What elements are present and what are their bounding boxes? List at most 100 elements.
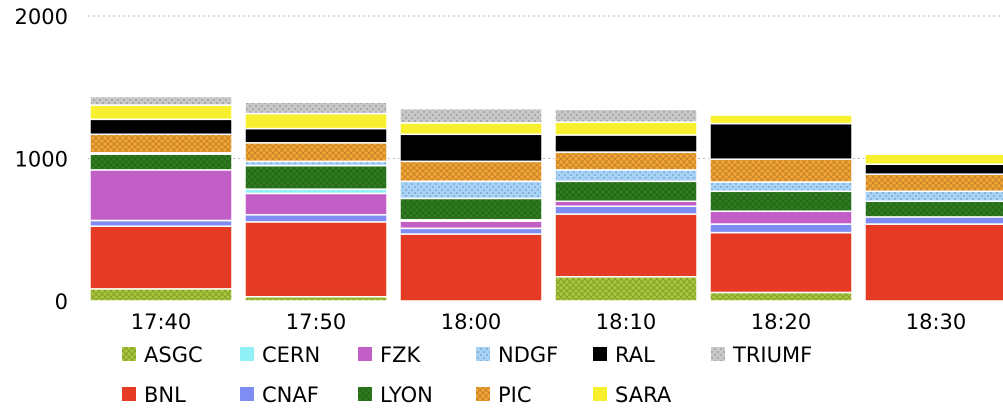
bar-segment-bnl [244,221,388,298]
bar-segment-asgc [709,291,853,302]
bar-segment-sara [399,122,543,136]
y-tick-label: 1000 [15,148,68,172]
bar-segment-sara [709,114,853,125]
legend-label: CERN [262,343,320,367]
legend-item-bnl: BNL [122,383,186,407]
bar-segment-pic [554,151,698,171]
bar-segment-pic [864,173,1003,193]
bar-segment-triumf [554,108,698,123]
legend: ASGC CERN FZK NDGF RAL TRIUMF BNL CNAF LYON PIC SA… [122,343,812,407]
bar-segment-lyon [244,164,388,190]
legend-swatch [593,347,607,361]
legend-item-cern: CERN [240,343,320,367]
bar-stack-18-20 [709,114,853,302]
bar-segment-ral [89,118,233,136]
legend-item-fzk: FZK [358,343,421,367]
x-tick-label: 18:00 [441,310,502,334]
bar-segment-ndgf [864,190,1003,202]
legend-label: RAL [615,343,655,367]
bar-segment-cnaf [244,214,388,223]
bar-stack-17-50 [244,101,388,302]
legend-swatch [476,347,490,361]
bar-segment-lyon [864,200,1003,218]
legend-swatch [122,347,136,361]
bar-segment-bnl [399,233,543,302]
legend-item-cnaf: CNAF [240,383,319,407]
x-axis-tick-labels: 17:40 17:50 18:00 18:10 18:20 18:30 [131,310,967,334]
bar-segment-lyon [399,197,543,221]
legend-label: LYON [380,383,433,407]
legend-swatch [711,347,725,361]
legend-label: ASGC [144,343,203,367]
bar-segment-pic [89,133,233,154]
legend-item-asgc: ASGC [122,343,203,367]
bar-segment-ral [399,133,543,163]
legend-label: FZK [380,343,421,367]
bar-segment-sara [89,104,233,121]
legend-swatch [240,347,254,361]
bar-segment-fzk [709,210,853,225]
bar-segment-triumf [244,101,388,115]
legend-swatch [358,387,372,401]
bar-segment-fzk [244,192,388,216]
legend-swatch [593,387,607,401]
bar-segment-asgc [554,276,698,302]
bar-segment-bnl [709,231,853,294]
bar-stack-18-30 [864,153,1003,302]
x-tick-label: 18:30 [906,310,967,334]
legend-swatch [240,387,254,401]
bar-segment-lyon [554,180,698,203]
legend-label: NDGF [498,343,558,367]
bar-segment-triumf [89,95,233,106]
legend-item-triumf: TRIUMF [711,343,812,367]
legend-label: BNL [144,383,186,407]
bar-segment-sara [554,121,698,136]
bar-segment-pic [244,142,388,163]
bar-stack-17-40 [89,95,233,302]
bar-segment-ral [244,127,388,144]
legend-label: CNAF [262,383,319,407]
legend-item-sara: SARA [593,383,672,407]
legend-item-ral: RAL [593,343,655,367]
legend-swatch [476,387,490,401]
bar-segment-ral [554,134,698,153]
legend-swatch [122,387,136,401]
bar-segment-ral [709,122,853,160]
bar-segment-fzk [399,220,543,230]
x-tick-label: 18:20 [751,310,812,334]
legend-label: TRIUMF [732,343,812,367]
bar-segment-triumf [399,107,543,124]
y-axis-tick-labels: 0 1000 2000 [15,5,68,314]
x-tick-label: 18:10 [596,310,657,334]
y-tick-label: 2000 [15,5,68,29]
legend-label: PIC [498,383,532,407]
bar-segment-cnaf [709,223,853,234]
bar-stack-18-00 [399,107,543,302]
bar-segment-lyon [709,190,853,212]
legend-item-pic: PIC [476,383,532,407]
bar-segment-bnl [89,225,233,290]
bar-segment-ral [864,163,1003,175]
legend-label: SARA [615,383,672,407]
bar-segment-ndgf [554,169,698,183]
x-tick-label: 17:50 [286,310,347,334]
bar-segment-sara [244,112,388,130]
legend-item-ndgf: NDGF [476,343,558,367]
bar-segment-pic [709,158,853,183]
bar-segment-sara [864,153,1003,165]
bar-segment-ndgf [399,180,543,200]
legend-item-lyon: LYON [358,383,433,407]
bar-stack-18-10 [554,108,698,302]
bar-segment-cnaf [864,216,1003,225]
bar-segment-cnaf [554,205,698,215]
bar-segment-asgc [89,288,233,302]
bar-segment-cnaf [399,227,543,235]
bar-segment-fzk [89,169,233,222]
bar-segment-bnl [554,213,698,278]
bar-segment-lyon [89,153,233,171]
x-tick-label: 17:40 [131,310,192,334]
bar-segment-bnl [864,223,1003,302]
y-tick-label: 0 [55,290,68,314]
